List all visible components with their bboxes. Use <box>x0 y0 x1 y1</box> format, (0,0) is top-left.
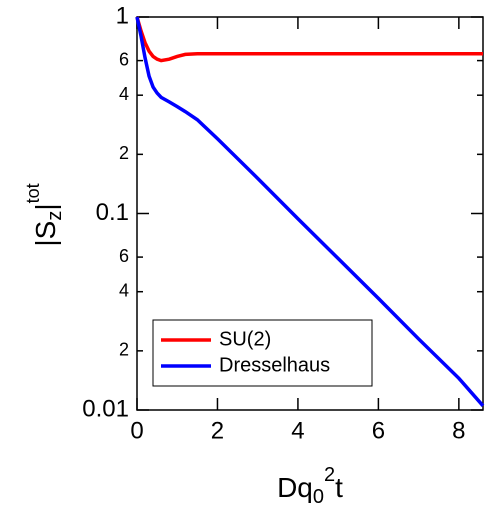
y-tick-label: 0.01 <box>82 395 129 422</box>
y-tick-label: 6 <box>119 246 129 266</box>
y-tick-label: 2 <box>119 143 129 163</box>
x-label-sub: 0 <box>313 486 324 508</box>
y-tick-label: 2 <box>119 340 129 360</box>
svg-text:|Sz|tot: |Sz|tot <box>23 183 67 246</box>
legend-box <box>152 319 373 387</box>
y-label-main: |S <box>30 221 61 247</box>
y-tick-label: 0.1 <box>96 199 129 226</box>
y-tick-label: 1 <box>116 2 129 29</box>
y-tick-label: 4 <box>119 280 129 300</box>
series-line <box>135 16 483 63</box>
legend-label: Dresselhaus <box>219 354 330 376</box>
x-tick-label: 8 <box>452 417 465 444</box>
x-tick-label: 6 <box>372 417 385 444</box>
y-label-end: | <box>30 203 61 210</box>
x-tick-label: 2 <box>211 417 224 444</box>
y-axis-label: |Sz|tot <box>23 183 67 246</box>
x-axis-label: Dq02t <box>277 464 343 508</box>
y-label-sup: tot <box>23 183 43 203</box>
x-label-main: Dq <box>277 472 313 503</box>
x-tick-label: 0 <box>130 417 143 444</box>
x-label-end: t <box>335 472 343 503</box>
x-tick-label: 4 <box>291 417 304 444</box>
series-line <box>135 16 485 407</box>
x-label-sup: 2 <box>324 464 335 486</box>
y-tick-label: 4 <box>119 84 129 104</box>
y-tick-label: 6 <box>119 49 129 69</box>
y-label-sub: z <box>44 211 66 221</box>
legend-label: SU(2) <box>219 328 271 350</box>
